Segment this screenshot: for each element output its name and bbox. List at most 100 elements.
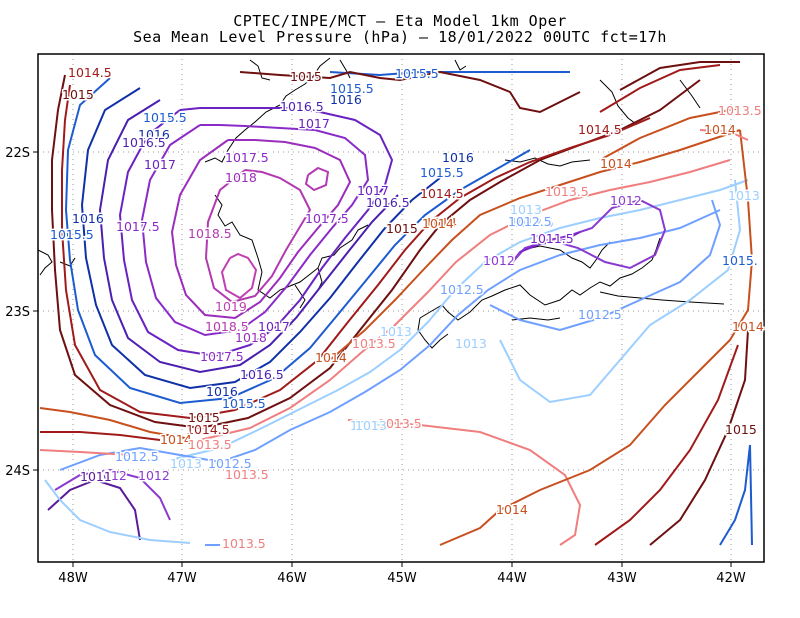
contour-label: 1013.5 [545,184,589,199]
contour-label: 1012.5 [510,215,554,230]
contour-label: 1013 [380,324,412,339]
contour-label: 1016 [330,92,362,107]
contour-label: 1014 [160,432,192,447]
coast-north-east-2 [599,79,637,125]
contour-label: 1017.5 [200,349,244,364]
lagoon [521,241,611,269]
contour-label: 1015 [290,69,322,84]
isobar-1016-5 [98,99,399,374]
map-frame [37,53,765,563]
map-subtitle: Sea Mean Level Pressure (hPa) – 18/01/20… [133,28,667,46]
isobar-1014-5-ne [599,64,721,113]
contour-label: 1013 [510,202,542,217]
island-2 [294,284,306,309]
bay-line [511,317,561,321]
contour-label: 1013 [170,456,202,471]
x-tick-label: 43W [607,571,637,586]
y-tick-labels: 22S 23S 24S [5,146,30,479]
contour-label: 1018 [235,330,267,345]
isobar-1014-ne [599,107,741,161]
coast-east-2 [417,317,449,349]
contour-label: 1013 [350,418,382,433]
contour-label: 1014.5 [68,65,112,80]
coast-ridge [599,291,725,305]
isobar-1014-5 [61,84,651,420]
contour-label: 1015 [725,422,757,437]
contour-label: 1012 [138,468,170,483]
contour-label: 1016.5 [240,367,284,382]
isobars [39,61,754,546]
isobar-1012-5-east [489,199,722,332]
contour-label: 1018 [225,170,257,185]
x-tick-labels: 48W 47W 46W 45W 44W 43W 42W [58,571,746,586]
contour-label: 1015 [62,87,94,102]
coast-north-4 [454,59,467,71]
contour-label: 1015.5 [143,110,187,125]
contour-label: 1017 [258,319,290,334]
contour-label: 1013.5 [718,103,762,118]
contour-label: 1017.5 [305,211,349,226]
contour-label: 1014 [425,215,457,230]
contour-label: 1015.5 [395,66,439,81]
isobar-1011-5 [519,231,581,253]
contour-label: 1013.5 [0,0,44,3]
contour-label: 1014.5 [420,186,464,201]
isobar-1013-5-ne [699,129,749,141]
contour-label: 1015 [385,221,417,236]
contour-label: 1014 [315,350,347,365]
contour-label: 1014.5 [186,422,230,437]
isobar-1012-5 [59,209,721,471]
tick-marks [33,151,732,567]
isobar-1012-east [509,198,667,270]
x-tick-label: 46W [277,571,307,586]
isobar-1013-5-sw [39,449,131,456]
isobar-1019 [220,252,258,300]
contour-label: 1012.5 [208,456,252,471]
x-tick-label: 42W [716,571,746,586]
coast-north-east-3 [679,79,701,109]
contour-label: 1014 [704,122,736,137]
contour-label: 1016 [442,150,474,165]
y-tick-label: 22S [5,146,30,161]
isobar-1015-ne [619,61,740,91]
isobar-1017-5 [140,124,370,337]
contour-label: 1014.5 [578,122,622,137]
contour-label: 1013.5 [378,416,422,431]
coast-north [204,57,331,163]
contour-label: 1014 [496,502,528,517]
isobar-1015-5-east [719,444,753,546]
isobar-1018-5 [204,169,312,304]
contour-label: 1017 [298,116,330,131]
contour-label: 1017 [357,183,389,198]
contour-label: 1013.5 [188,437,232,452]
contour-label: 1018.5 [188,226,232,241]
isobar-1015-west [51,74,701,430]
coast-east [419,237,661,321]
coast-north-east [504,157,591,167]
contour-label: 1015. [722,253,758,268]
contour-label: 1013.5 [225,467,269,482]
contour-label: 1014 [600,156,632,171]
contour-label: 1017.5 [116,219,160,234]
isobar-1015-east [649,329,749,546]
isobar-1013-5-south [347,419,582,546]
coast-north-2 [339,59,351,79]
x-tick-label: 45W [387,571,417,586]
contour-label: 1016.5 [366,195,410,210]
contour-label: 1016.5 [122,135,166,150]
contour-label: 1011 [80,469,112,484]
contour-label: 1015.5 [420,165,464,180]
contour-label: 1012 [483,253,515,268]
contour-label: 1013 [728,188,760,203]
y-tick-label: 23S [5,305,30,320]
contour-label: 1017.5 [225,150,269,165]
contour-label: 1015.5 [50,227,94,242]
contour-label: 1016 [206,384,238,399]
map-title: CPTEC/INPE/MCT – Eta Model 1km Oper [233,12,567,30]
coast-west [37,249,53,276]
isobar-1014 [329,129,741,361]
contour-label: 1019 [215,299,247,314]
isobar-1018-5-small [304,166,330,192]
